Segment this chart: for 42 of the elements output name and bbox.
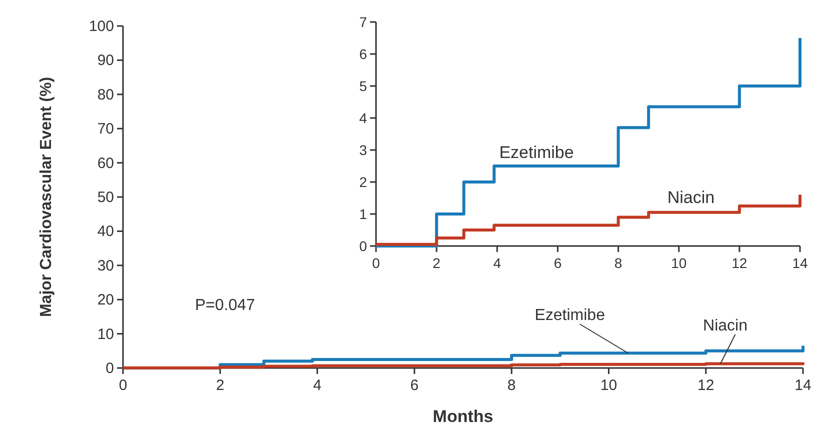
x-tick-label: 4 — [493, 255, 502, 271]
y-tick-label: 7 — [359, 14, 368, 30]
y-tick-label: 100 — [88, 18, 114, 35]
x-tick-label: 2 — [216, 377, 224, 394]
y-tick-label: 2 — [359, 174, 368, 190]
x-tick-label: 14 — [792, 255, 808, 271]
y-tick-label: 1 — [359, 206, 368, 222]
x-tick-label: 2 — [432, 255, 441, 271]
x-tick-label: 6 — [410, 377, 419, 394]
x-tick-label: 8 — [614, 255, 622, 271]
y-tick-label: 60 — [97, 154, 114, 172]
y-tick-label: 90 — [97, 52, 114, 70]
y-tick-label: 40 — [97, 223, 114, 240]
y-axis-title: Major Cardiovascular Event (%) — [38, 76, 55, 318]
y-tick-label: 30 — [97, 257, 114, 274]
y-tick-label: 80 — [97, 86, 114, 104]
annotation: P=0.047 — [195, 296, 256, 314]
y-tick-label: 70 — [97, 120, 114, 138]
x-tick-label: 14 — [794, 377, 812, 394]
x-axis-title: Months — [432, 407, 494, 426]
x-tick-label: 12 — [732, 255, 748, 271]
x-tick-label: 4 — [313, 377, 322, 394]
x-tick-label: 6 — [554, 255, 562, 271]
x-tick-label: 8 — [507, 377, 516, 394]
x-tick-label: 0 — [372, 255, 380, 271]
y-tick-label: 4 — [359, 110, 368, 126]
x-tick-label: 0 — [118, 377, 128, 394]
y-tick-label: 0 — [359, 238, 368, 254]
y-tick-label: 3 — [359, 142, 368, 158]
y-tick-label: 6 — [359, 46, 368, 62]
y-tick-label: 20 — [97, 292, 114, 309]
x-tick-label: 12 — [698, 377, 714, 394]
x-tick-label: 10 — [671, 255, 687, 271]
series-label: Niacin — [667, 188, 715, 207]
y-tick-label: 50 — [97, 189, 114, 206]
x-tick-label: 10 — [600, 377, 618, 394]
series-label: Ezetimibe — [499, 143, 574, 162]
series-label: Ezetimibe — [534, 307, 606, 324]
y-tick-label: 0 — [106, 360, 114, 377]
y-tick-label: 10 — [97, 326, 114, 343]
series-label: Niacin — [703, 317, 748, 334]
y-tick-label: 5 — [359, 78, 368, 94]
